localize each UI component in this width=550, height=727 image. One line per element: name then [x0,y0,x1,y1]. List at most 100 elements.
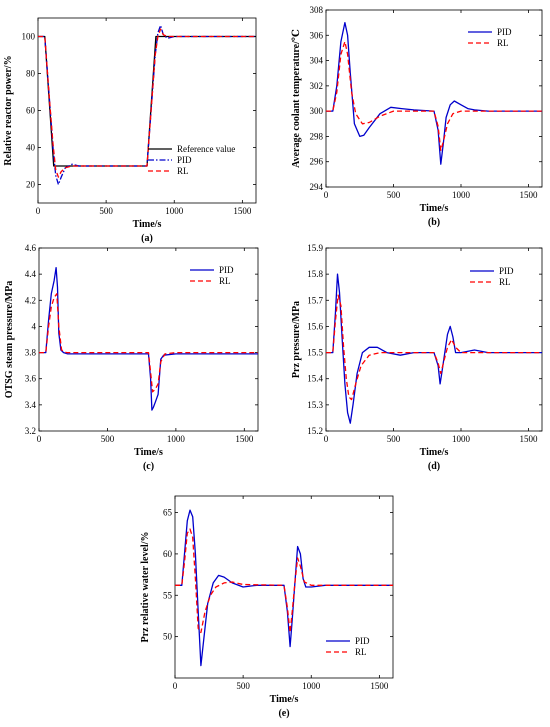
plot-frame [38,247,259,432]
y-tick-label: 4 [32,321,37,331]
plot-frame [325,247,543,432]
series-group [38,24,256,186]
panel-label: (d) [428,461,440,472]
x-tick-label: 500 [387,190,401,200]
y-tick-label: 304 [310,56,324,66]
panel-label: (b) [428,217,440,228]
series-line-pid [326,21,542,165]
legend-label: Reference value [177,144,235,154]
x-tick-label: 0 [173,681,178,691]
y-tick-label: 20 [26,180,36,190]
y-tick-label: 100 [22,32,36,42]
x-tick-label: 1500 [233,206,252,216]
x-tick-label: 1500 [370,681,389,691]
panel-label: (c) [143,461,154,472]
y-tick-label: 15.6 [307,321,323,331]
x-tick-label: 0 [324,434,329,444]
y-tick-label: 308 [310,5,324,15]
chart-d: 0 500 1000 1500 15.2 15.3 15.4 15.5 15.6 15.7 15.8… [291,243,543,472]
legend-label: RL [499,277,511,287]
x-tick-label: 0 [36,206,41,216]
y-tick-label: 55 [163,590,173,600]
series-group [39,266,258,411]
y-tick-label: 15.7 [307,295,323,305]
series-line-pid [39,266,258,411]
y-tick-label: 40 [26,143,36,153]
x-tick-label: 1000 [165,206,184,216]
x-tick-label: 1000 [452,190,471,200]
legend-label: RL [177,166,189,176]
y-tick-label: 3.2 [25,426,36,436]
chart-b: 0 500 1000 1500 294 296 298 300 302 304 306 308 Time… [291,5,543,228]
plot-frame [325,9,543,188]
legend-label: PID [497,27,512,37]
chart-c: 0 500 1000 1500 3.2 3.4 3.6 3.8 4 4.2 4.4 4.6 Time/s… [4,243,259,472]
y-tick-label: 50 [163,632,173,642]
y-tick-label: 80 [26,69,36,79]
legend-label: PID [219,265,234,275]
plot-frame [174,495,394,679]
x-tick-label: 1500 [235,434,254,444]
y-tick-label: 15.9 [307,243,323,253]
series-line-rl [38,28,256,178]
series-line-pid [175,509,393,667]
y-tick-label: 4.6 [25,243,37,253]
x-tick-label: 1500 [520,190,539,200]
x-tick-label: 0 [37,434,42,444]
series-group [175,509,393,667]
chart-e: 0 500 1000 1500 50 55 60 65 Time/s Prz relative w… [140,495,394,719]
y-tick-label: 298 [310,131,324,141]
series-line-pid [38,24,256,186]
y-tick-label: 296 [310,157,324,167]
legend-label: PID [499,266,514,276]
y-tick-label: 3.8 [25,348,37,358]
y-axis-label: Relative reactor power/% [3,55,14,165]
panel-label: (e) [278,708,289,719]
legend-label: PID [177,155,192,165]
y-tick-label: 15.2 [307,426,323,436]
y-tick-label: 15.3 [307,400,323,410]
x-axis-label: Time/s [134,447,163,458]
y-tick-label: 294 [310,182,324,192]
y-tick-label: 306 [310,30,324,40]
x-axis-label: Time/s [420,447,449,458]
y-tick-label: 4.4 [25,269,37,279]
x-axis-label: Time/s [270,694,299,705]
panel-label: (a) [141,233,153,244]
series-line-pid [326,273,542,424]
series-line-rl [175,528,393,634]
x-tick-label: 500 [99,206,113,216]
series-group [326,273,542,424]
y-tick-label: 15.4 [307,374,323,384]
x-tick-label: 1000 [452,434,471,444]
y-tick-label: 15.8 [307,269,323,279]
series-line-rl [326,294,542,401]
y-tick-label: 302 [310,81,324,91]
y-tick-label: 4.2 [25,295,36,305]
y-tick-label: 60 [163,549,173,559]
legend-label: PID [355,636,370,646]
x-tick-label: 0 [324,190,329,200]
series-group [326,21,542,165]
legend-label: RL [355,647,367,657]
x-tick-label: 1000 [167,434,186,444]
y-axis-label: Average coolant temperature/℃ [291,29,302,168]
y-tick-label: 3.4 [25,400,37,410]
series-line-rl [39,293,258,393]
chart-a: 0 500 1000 1500 20 40 60 80 100 Time/s Relative re… [3,17,257,244]
y-tick-label: 60 [26,106,36,116]
y-axis-label: OTSG steam pressure/MPa [4,281,15,398]
y-axis-label: Prz pressure/MPa [291,301,302,378]
x-axis-label: Time/s [133,219,162,230]
x-tick-label: 1000 [302,681,321,691]
legend-label: RL [219,276,231,286]
y-tick-label: 15.5 [307,348,323,358]
y-tick-label: 300 [310,106,324,116]
